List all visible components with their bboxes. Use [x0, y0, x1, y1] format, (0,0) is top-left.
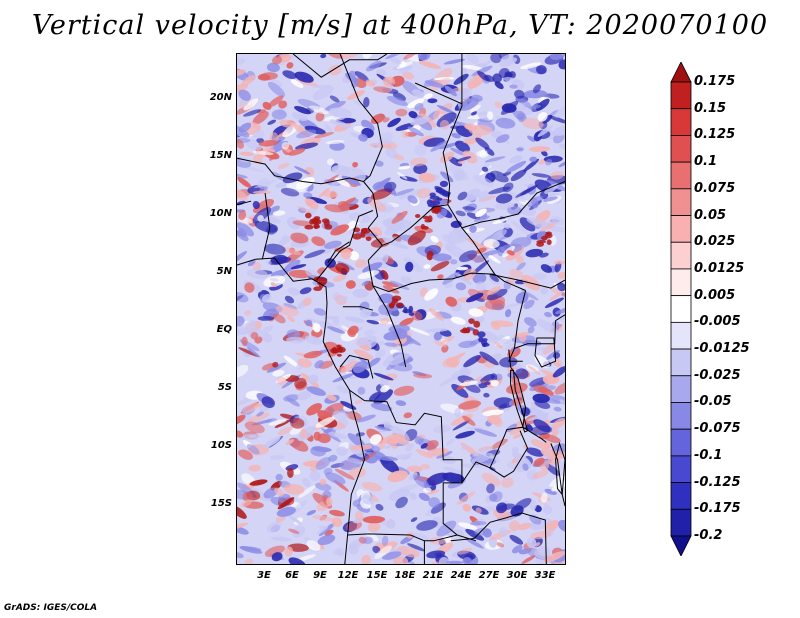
colorbar-segment	[670, 108, 692, 136]
colorbar-segment	[670, 268, 692, 297]
colorbar-tick-label: -0.025	[694, 368, 741, 383]
colorbar-segment	[670, 375, 692, 403]
colorbar-segment	[670, 455, 692, 483]
lon-tick-label: 24E	[450, 570, 472, 581]
lat-tick-label: 5S	[217, 382, 232, 393]
colorbar-segment	[670, 348, 692, 377]
colorbar-tick-label: 0.1	[694, 154, 718, 169]
colorbar-segment	[670, 215, 692, 243]
colorbar-segment	[670, 135, 692, 163]
colorbar-tick-label: 0.125	[694, 127, 736, 142]
lat-tick-label: 20N	[209, 92, 232, 103]
colorbar-tick-label: 0.0125	[694, 261, 745, 276]
map-panel	[236, 53, 566, 565]
colorbar-tick-label: -0.005	[694, 314, 741, 329]
lon-tick-label: 18E	[394, 570, 416, 581]
lat-tick-label: 10N	[209, 208, 232, 219]
lat-tick-label: 5N	[216, 266, 232, 277]
colorbar-segment	[670, 535, 692, 556]
lon-tick-label: 30E	[506, 570, 528, 581]
lon-tick-label: 3E	[257, 570, 271, 581]
lon-tick-label: 33E	[534, 570, 556, 581]
velocity-texture	[237, 54, 565, 564]
chart-title: Vertical velocity [m/s] at 400hPa, VT: 2…	[31, 10, 769, 41]
lat-tick-label: 15N	[209, 150, 232, 161]
colorbar-tick-label: -0.075	[694, 421, 741, 436]
lat-tick-label: 10S	[210, 440, 232, 451]
lon-tick-label: 12E	[337, 570, 359, 581]
grads-credit: GrADS: IGES/COLA	[4, 603, 98, 613]
colorbar-segment	[670, 241, 692, 270]
colorbar-segment	[670, 295, 692, 323]
colorbar-tick-label: 0.075	[694, 181, 736, 196]
colorbar-tick-label: 0.175	[694, 74, 736, 89]
colorbar-tick-label: -0.1	[694, 448, 723, 463]
lon-tick-label: 9E	[313, 570, 327, 581]
colorbar-tick-label: -0.0125	[694, 341, 750, 356]
colorbar-tick-label: -0.05	[694, 394, 732, 409]
colorbar-tick-label: 0.025	[694, 234, 736, 249]
lon-tick-label: 21E	[422, 570, 444, 581]
colorbar	[670, 62, 692, 556]
colorbar-segment	[670, 321, 692, 350]
colorbar-segment	[670, 508, 692, 537]
lon-tick-label: 6E	[285, 570, 299, 581]
colorbar-segment	[670, 428, 692, 457]
colorbar-tick-label: 0.15	[694, 101, 727, 116]
colorbar-segment	[670, 482, 692, 510]
lat-tick-label: 15S	[210, 498, 232, 509]
colorbar-tick-label: -0.2	[694, 528, 723, 543]
country-borders	[237, 54, 565, 564]
colorbar-segment	[670, 81, 692, 110]
colorbar-segment	[670, 188, 692, 216]
colorbar-tick-label: 0.005	[694, 288, 736, 303]
colorbar-segment	[670, 62, 692, 83]
colorbar-tick-label: -0.175	[694, 501, 741, 516]
colorbar-segment	[670, 402, 692, 430]
colorbar-tick-label: -0.125	[694, 475, 741, 490]
lon-tick-label: 15E	[366, 570, 388, 581]
colorbar-segment	[670, 161, 692, 190]
colorbar-tick-label: 0.05	[694, 208, 727, 223]
vertical-velocity-field	[237, 54, 565, 564]
lon-tick-label: 27E	[478, 570, 500, 581]
lat-tick-label: EQ	[216, 324, 232, 335]
